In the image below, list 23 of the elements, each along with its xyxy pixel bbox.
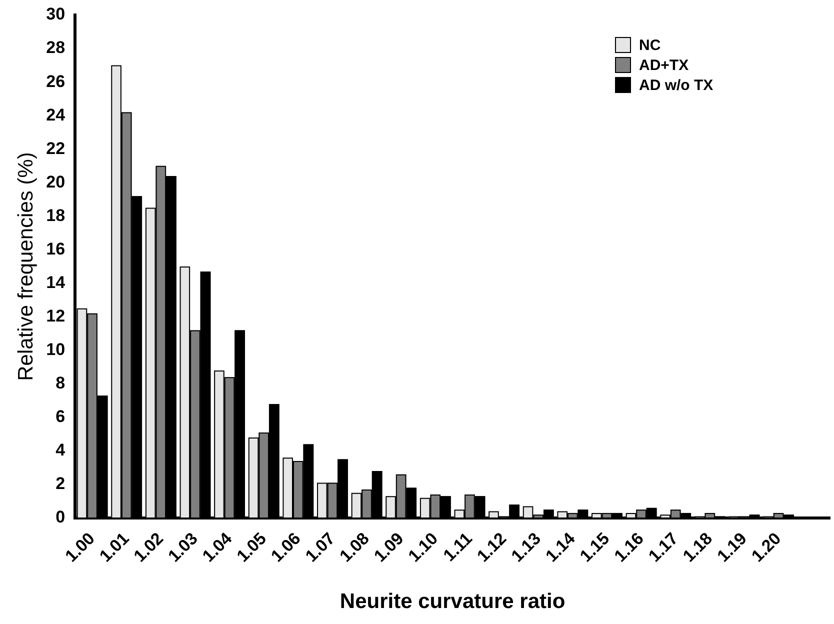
- x-axis-title: Neurite curvature ratio: [340, 590, 566, 614]
- y-tick-label: 22: [46, 138, 66, 158]
- legend-label: AD+TX: [639, 56, 689, 74]
- y-tick-label: 8: [56, 374, 66, 393]
- y-tick-label: 12: [46, 306, 66, 326]
- legend-label: NC: [639, 36, 661, 54]
- y-tick-label: 30: [46, 4, 66, 24]
- y-tick-label: 0: [56, 508, 66, 527]
- y-tick-label: 4: [56, 440, 66, 460]
- y-tick-label: 20: [46, 172, 66, 192]
- y-tick-label: 24: [46, 105, 66, 124]
- y-tick-label: 2: [56, 474, 66, 494]
- y-tick-label: 18: [46, 206, 66, 225]
- y-tick-label: 6: [56, 407, 66, 426]
- y-axis-title: Relative frequencies (%): [14, 152, 38, 381]
- y-tick-label: 28: [46, 38, 66, 58]
- y-tick-label: 26: [46, 72, 66, 91]
- legend-label: AD w/o TX: [639, 76, 714, 94]
- y-tick-label: 10: [46, 340, 66, 360]
- x-tick-label: 1.11: [440, 528, 476, 566]
- y-tick-label: 16: [46, 239, 66, 258]
- x-tick-label: 1.01: [96, 528, 133, 566]
- y-tick-label: 14: [46, 272, 66, 292]
